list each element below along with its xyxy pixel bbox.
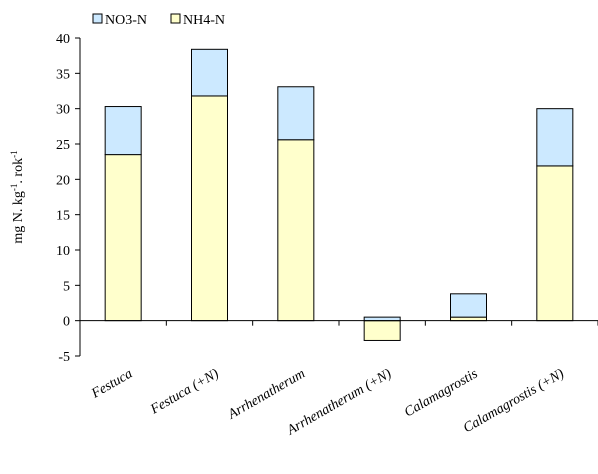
bar-segment-no3-n bbox=[536, 108, 574, 167]
y-tick-label: 40 bbox=[56, 32, 70, 47]
y-axis-label: mg N. kg-1. rok-1 bbox=[9, 150, 26, 243]
bar-segment-nh4-n bbox=[104, 154, 142, 322]
bar-segment-nh4-n bbox=[363, 320, 401, 341]
x-axis: Festuca Festuca (+N) ArrhenatherumArrhenat… bbox=[79, 320, 598, 439]
y-tick-label: 10 bbox=[56, 244, 70, 259]
y-tick-label: 0 bbox=[63, 315, 70, 330]
bar-segment-no3-n bbox=[191, 48, 228, 97]
x-tick-label: Arrhenatherum bbox=[225, 366, 308, 423]
legend-swatch bbox=[170, 13, 181, 24]
y-tick-label: 25 bbox=[56, 138, 70, 153]
legend-label: NO3-N bbox=[105, 13, 147, 28]
x-tick-label: Festuca (+N) bbox=[147, 366, 221, 418]
legend: NO3-N NH4-N bbox=[92, 13, 225, 28]
bar-segment-no3-n bbox=[450, 293, 487, 318]
bar-segment-nh4-n bbox=[536, 165, 574, 322]
y-tick-label: -5 bbox=[58, 350, 70, 365]
x-tick-label: Festuca bbox=[88, 366, 135, 402]
bar-segment-no3-n bbox=[363, 316, 401, 322]
bar-segment-nh4-n bbox=[450, 316, 487, 322]
y-tick-label: 30 bbox=[56, 103, 70, 118]
bar-segment-nh4-n bbox=[191, 95, 228, 322]
y-axis: -5 0 5 10 15 20 25 30 35 40 bbox=[56, 32, 81, 365]
bars bbox=[104, 48, 574, 341]
bar-segment-nh4-n bbox=[277, 139, 315, 322]
x-tick-label: Calamagrostis bbox=[402, 366, 481, 420]
y-tick-label: 5 bbox=[63, 279, 70, 294]
y-tick-label: 35 bbox=[56, 67, 70, 82]
legend-label: NH4-N bbox=[183, 13, 225, 28]
bar-segment-no3-n bbox=[277, 86, 315, 141]
y-tick-label: 15 bbox=[56, 209, 70, 224]
legend-swatch bbox=[92, 13, 103, 24]
bar-segment-no3-n bbox=[104, 106, 142, 156]
y-tick-label: 20 bbox=[56, 173, 70, 188]
